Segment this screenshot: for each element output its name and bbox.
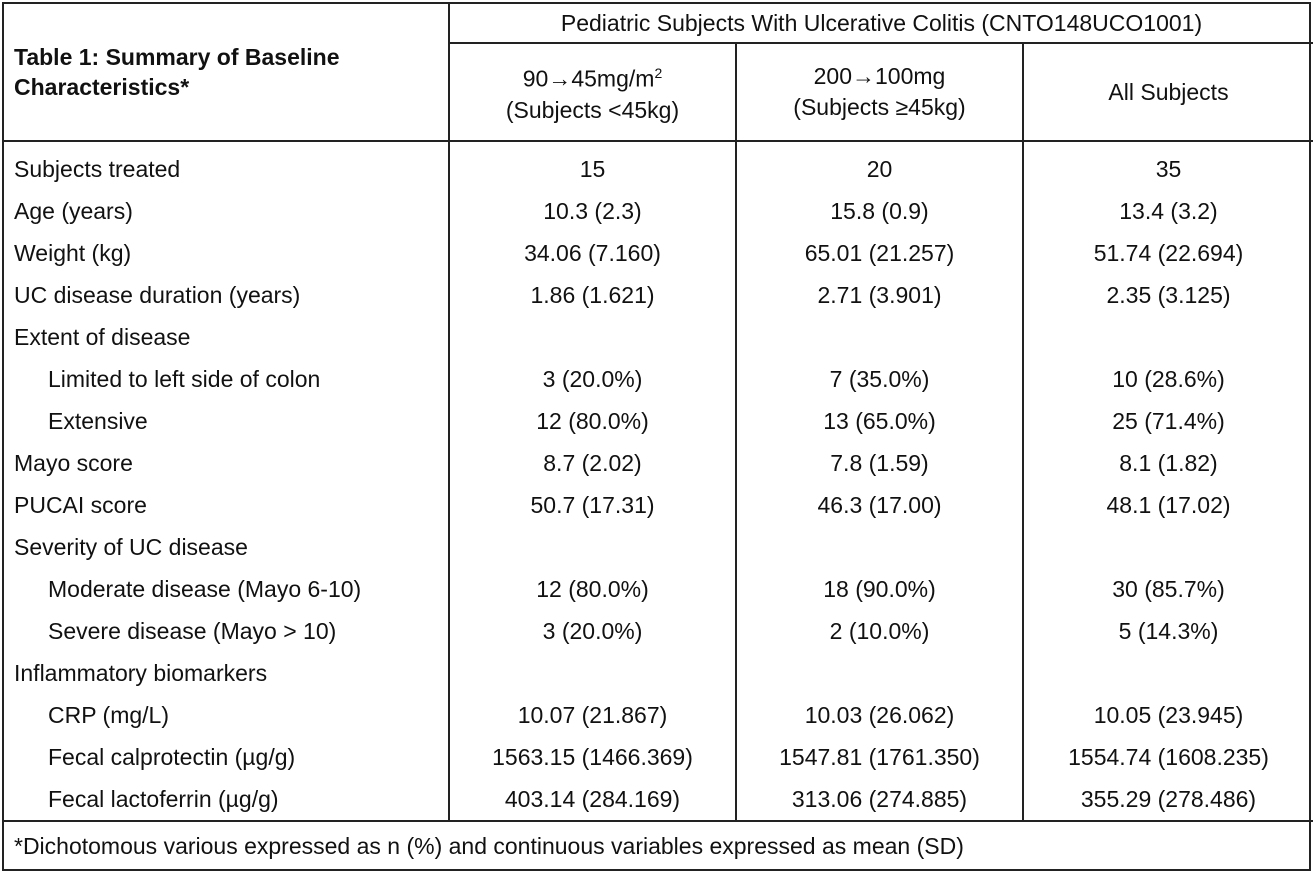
sub-row: Extensive 12 (80.0%) 13 (65.0%) 25 (71.4%): [4, 400, 1313, 442]
cell-value: 7 (35.0%): [735, 358, 1023, 400]
row-label: Mayo score: [14, 449, 133, 476]
cell-value: 313.06 (274.885): [735, 778, 1023, 821]
data-row: Age (years) 10.3 (2.3) 15.8 (0.9) 13.4 (3.2…: [4, 190, 1313, 232]
cell-value: 2.71 (3.901): [735, 274, 1023, 316]
column-population: (Subjects ≥45kg): [793, 94, 966, 120]
cell-value: 46.3 (17.00): [735, 484, 1023, 526]
cell-value: 1554.74 (1608.235): [1022, 736, 1313, 778]
cell-value: 2 (10.0%): [735, 610, 1023, 652]
cell-value: 355.29 (278.486): [1022, 778, 1313, 821]
cell-empty: [735, 652, 1023, 694]
data-row: Weight (kg) 34.06 (7.160) 65.01 (21.257) 51…: [4, 232, 1313, 274]
column-header: All Subjects: [1022, 43, 1313, 142]
column-header: 200→100mg (Subjects ≥45kg): [735, 43, 1023, 142]
cell-value: 51.74 (22.694): [1022, 232, 1313, 274]
row-label: Extensive: [48, 407, 148, 434]
cell-value: 3 (20.0%): [448, 610, 736, 652]
data-table: Table 1: Summary of Baseline Characteris…: [4, 4, 1313, 870]
data-row: Extent of disease: [4, 316, 1313, 358]
row-label: Moderate disease (Mayo 6-10): [48, 575, 362, 602]
row-label: Fecal lactoferrin (µg/g): [48, 785, 279, 812]
cell-value: 30 (85.7%): [1022, 568, 1313, 610]
column-dose: 200→100mg: [747, 61, 1012, 92]
cell-value: 12 (80.0%): [448, 400, 736, 442]
row-label: Limited to left side of colon: [48, 365, 321, 392]
header-row: Table 1: Summary of Baseline Characteris…: [4, 4, 1313, 142]
cell-empty: [448, 316, 736, 358]
cell-value: 1.86 (1.621): [448, 274, 736, 316]
column-population: (Subjects <45kg): [505, 96, 680, 123]
row-label: Weight (kg): [14, 239, 132, 266]
cell-empty: [448, 526, 736, 568]
cell-value: 34.06 (7.160): [448, 232, 736, 274]
cell-value: 8.7 (2.02): [448, 442, 736, 484]
cell-value: 13 (65.0%): [735, 400, 1023, 442]
row-label: Subjects treated: [14, 155, 181, 182]
row-label: Fecal calprotectin (µg/g): [48, 743, 296, 770]
cell-value: 65.01 (21.257): [735, 232, 1023, 274]
dose-text: 90→45mg/m: [522, 65, 655, 92]
cell-value: 5 (14.3%): [1022, 610, 1313, 652]
sub-row: CRP (mg/L) 10.07 (21.867) 10.03 (26.062) 10…: [4, 694, 1313, 736]
row-label: Severity of UC disease: [14, 533, 248, 560]
row-label: Severe disease (Mayo > 10): [48, 617, 337, 644]
sub-row: Limited to left side of colon 3 (20.0%) 7 …: [4, 358, 1313, 400]
cell-value: 18 (90.0%): [735, 568, 1023, 610]
cell-value: 10 (28.6%): [1022, 358, 1313, 400]
data-row: Mayo score 8.7 (2.02) 7.8 (1.59) 8.1 (1.82): [4, 442, 1313, 484]
cell-value: 10.03 (26.062): [735, 694, 1023, 736]
footer-row: *Dichotomous various expressed as n (%) …: [4, 820, 1313, 870]
column-dose: 90→45mg/m2: [460, 58, 725, 95]
cell-value: 48.1 (17.02): [1022, 484, 1313, 526]
cell-empty: [735, 316, 1023, 358]
data-row: Inflammatory biomarkers: [4, 652, 1313, 694]
cell-value: 15: [448, 141, 736, 190]
cell-value: 403.14 (284.169): [448, 778, 736, 821]
cell-value: 13.4 (3.2): [1022, 190, 1313, 232]
cell-value: 15.8 (0.9): [735, 190, 1023, 232]
header-row: 90→45mg/m2 (Subjects <45kg) 200→100mg (Subj…: [4, 43, 1313, 142]
cell-value: 10.3 (2.3): [448, 190, 736, 232]
cell-value: 7.8 (1.59): [735, 442, 1023, 484]
row-label: UC disease duration (years): [14, 281, 301, 308]
data-row: Subjects treated 15 20 35: [4, 141, 1313, 190]
cell-empty: [1022, 652, 1313, 694]
cell-empty: [448, 652, 736, 694]
cell-value: 2.35 (3.125): [1022, 274, 1313, 316]
footnote: *Dichotomous various expressed as n (%) …: [4, 820, 1313, 870]
row-label: Inflammatory biomarkers: [14, 659, 268, 686]
cell-value: 35: [1022, 141, 1313, 190]
sub-row: Fecal calprotectin (µg/g) 1563.15 (1466.3…: [4, 736, 1313, 778]
cell-empty: [735, 526, 1023, 568]
row-label: Extent of disease: [14, 323, 191, 350]
cell-value: 3 (20.0%): [448, 358, 736, 400]
cell-value: 1563.15 (1466.369): [448, 736, 736, 778]
table-title: Table 1: Summary of Baseline Characteris…: [4, 4, 449, 142]
cell-empty: [1022, 526, 1313, 568]
cell-value: 10.05 (23.945): [1022, 694, 1313, 736]
dose-superscript: 2: [654, 65, 663, 82]
group-header: Pediatric Subjects With Ulcerative Colit…: [448, 4, 1313, 44]
column-label: All Subjects: [1108, 78, 1229, 105]
cell-value: 50.7 (17.31): [448, 484, 736, 526]
cell-value: 25 (71.4%): [1022, 400, 1313, 442]
cell-value: 8.1 (1.82): [1022, 442, 1313, 484]
row-label: CRP (mg/L): [48, 701, 169, 728]
sub-row: Severe disease (Mayo > 10) 3 (20.0%) 2 (10…: [4, 610, 1313, 652]
data-row: PUCAI score 50.7 (17.31) 46.3 (17.00) 48.1 …: [4, 484, 1313, 526]
row-label: PUCAI score: [14, 491, 147, 518]
column-header: 90→45mg/m2 (Subjects <45kg): [448, 43, 736, 142]
dose-text: 200→100mg: [813, 63, 946, 89]
cell-value: 12 (80.0%): [448, 568, 736, 610]
cell-empty: [1022, 316, 1313, 358]
sub-row: Fecal lactoferrin (µg/g) 403.14 (284.169)…: [4, 778, 1313, 821]
row-label: Age (years): [14, 197, 133, 224]
sub-row: Moderate disease (Mayo 6-10) 12 (80.0%) 18…: [4, 568, 1313, 610]
cell-value: 20: [735, 141, 1023, 190]
data-row: UC disease duration (years) 1.86 (1.621) 2…: [4, 274, 1313, 316]
data-row: Severity of UC disease: [4, 526, 1313, 568]
cell-value: 1547.81 (1761.350): [735, 736, 1023, 778]
cell-value: 10.07 (21.867): [448, 694, 736, 736]
